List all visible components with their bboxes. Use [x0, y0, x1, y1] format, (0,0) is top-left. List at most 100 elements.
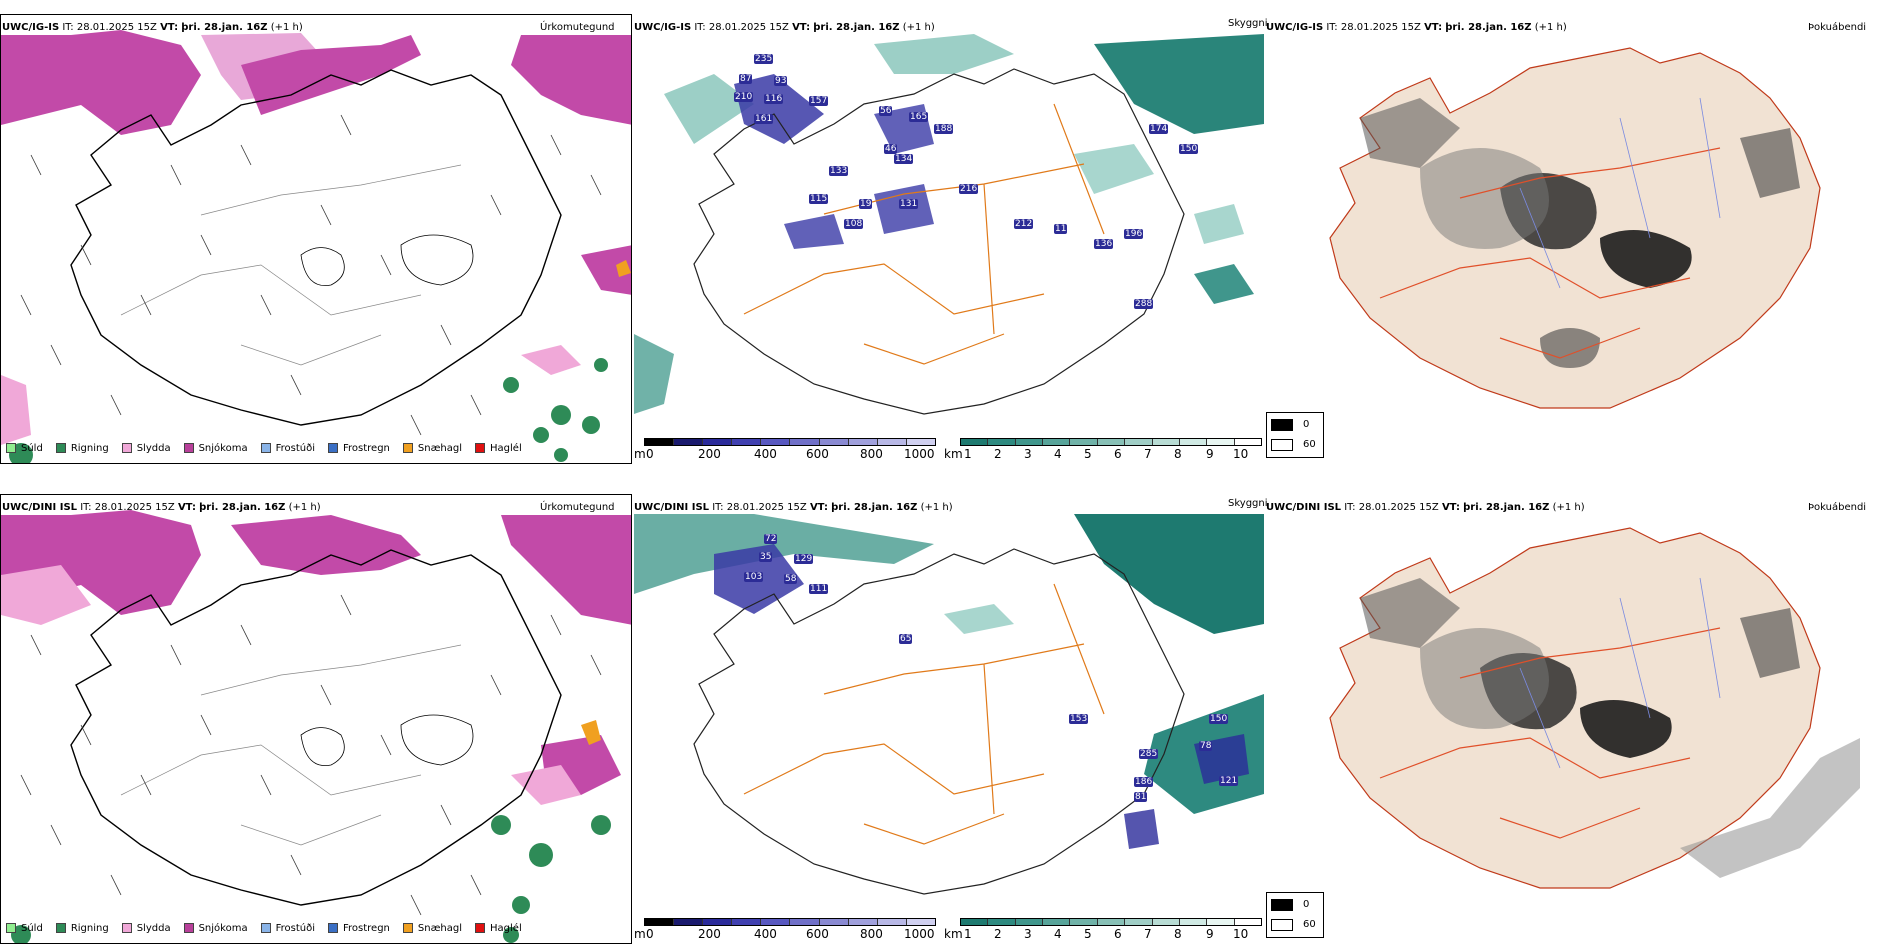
colorbar-segment — [1125, 919, 1153, 925]
cloud-base-label: 121 — [1219, 776, 1239, 786]
fog-grey-area — [1360, 98, 1460, 168]
rain-cell — [11, 925, 31, 943]
cloud-base-label: 153 — [1069, 714, 1089, 724]
legend-item: Frostregn — [328, 923, 390, 934]
colorbar-segment — [732, 919, 762, 925]
precip-map-svg — [1, 510, 631, 943]
low-cloud-area — [734, 74, 824, 144]
legend-item: Súld — [6, 443, 43, 454]
precip-map-svg — [1, 30, 631, 463]
rain-cell — [512, 896, 530, 914]
row-1: UWC/IG-IS IT: 28.01.2025 15Z VT: þri. 28… — [0, 0, 1900, 470]
road-lines — [120, 164, 462, 366]
colorbar-segment — [819, 439, 849, 445]
road-lines — [120, 644, 462, 846]
colorbar-segment — [1234, 919, 1261, 925]
cloud-base-label: 58 — [784, 574, 798, 584]
colorbar-segment — [1015, 919, 1044, 925]
fog-legend-row2: 0 60 — [1266, 892, 1324, 938]
colorbar-segment — [848, 919, 878, 925]
fog-grey-area — [1360, 578, 1460, 648]
colorbar-segment — [1070, 919, 1098, 925]
cloud-base-label: 174 — [1149, 124, 1169, 134]
road-lines — [743, 583, 1105, 845]
cloud-base-ticks-row1: m 0 200 400 600 800 1000 — [634, 447, 935, 461]
fog-map-svg — [1329, 527, 1860, 889]
fog-swatch-high — [1271, 899, 1293, 911]
river-lines — [1519, 97, 1721, 289]
visibility-colorbar-row1 — [960, 438, 1262, 446]
legend-item: Frostúði — [260, 443, 315, 454]
legend-item: Snjókoma — [183, 443, 248, 454]
cloud-base-label: 285 — [1139, 749, 1159, 759]
low-visibility-area — [1194, 204, 1244, 244]
cloud-base-label: 161 — [754, 114, 774, 124]
colorbar-segment — [1125, 439, 1153, 445]
legend-item: Súld — [6, 923, 43, 934]
legend-swatch — [55, 923, 66, 933]
legend-swatch — [183, 443, 194, 453]
precip-legend-row1: Súld Rigning Slydda Snjókoma Frostúði Fr… — [6, 441, 535, 455]
rain-cell — [491, 815, 511, 835]
colorbar-segment — [961, 919, 989, 925]
map-fog-row2[interactable] — [1300, 518, 1860, 938]
legend-swatch — [260, 923, 271, 933]
snow-area — [501, 515, 631, 625]
iceland-land — [1329, 527, 1821, 889]
legend-swatch — [328, 443, 338, 453]
header-visibility-row2: UWC/DINI ISL IT: 28.01.2025 15Z VT: þri.… — [634, 502, 953, 513]
legend-item: Slydda — [121, 443, 171, 454]
cloud-base-label: 150 — [1179, 144, 1199, 154]
rain-cell — [503, 927, 519, 943]
legend-swatch — [6, 443, 16, 453]
low-visibility-area — [1074, 144, 1154, 194]
title-visibility-row1: Skyggni — [1228, 18, 1268, 29]
low-visibility-area — [1074, 514, 1264, 634]
map-fog-row1[interactable] — [1300, 38, 1860, 458]
iceland-outline — [693, 68, 1185, 415]
colorbar-segment — [703, 919, 733, 925]
low-visibility-area — [664, 74, 754, 144]
colorbar-segment — [732, 439, 762, 445]
fog-swatch-high — [1271, 419, 1293, 431]
colorbar-segment — [674, 919, 704, 925]
cloud-base-colorbar-row1 — [644, 438, 936, 446]
colorbar-segment — [1179, 439, 1208, 445]
cloud-base-label: 133 — [829, 166, 849, 176]
legend-swatch — [121, 443, 132, 453]
visibility-ticks-row2: km 1 2 3 4 5 6 7 8 9 10 — [944, 927, 1249, 941]
colorbar-segment — [877, 439, 907, 445]
header-precip-row2: UWC/DINI ISL IT: 28.01.2025 15Z VT: þri.… — [2, 502, 321, 513]
title-fog-row1: Þokuábendi — [1808, 22, 1867, 33]
cloud-base-label: 150 — [1209, 714, 1229, 724]
header-fog-row2: UWC/DINI ISL IT: 28.01.2025 15Z VT: þri.… — [1266, 502, 1585, 513]
cloud-base-label: 19 — [859, 199, 873, 209]
cloud-base-label: 65 — [899, 634, 913, 644]
cloud-base-label: 134 — [894, 154, 914, 164]
colorbar-segment — [1070, 439, 1098, 445]
colorbar-segment — [1043, 919, 1071, 925]
colorbar-segment — [1152, 439, 1180, 445]
hail-area — [616, 260, 631, 277]
snow-area — [231, 515, 421, 575]
map-precip-row1[interactable] — [0, 14, 632, 464]
cloud-base-colorbar-row2 — [644, 918, 936, 926]
low-visibility-area — [944, 604, 1014, 634]
cloud-base-label: 116 — [764, 94, 784, 104]
cloud-base-label: 11 — [1054, 224, 1068, 234]
wind-barbs — [20, 114, 602, 436]
map-visibility-row2[interactable]: 72 35 129 103 58 111 65 153 285 78 150 186 81 121 — [634, 514, 1264, 914]
road-lines — [743, 103, 1105, 365]
fog-grey-area — [1680, 738, 1860, 878]
low-visibility-area — [634, 514, 934, 594]
map-precip-row2[interactable] — [0, 494, 632, 944]
rain-cell — [582, 416, 600, 434]
cloud-base-label: 165 — [909, 112, 929, 122]
cloud-base-label: 210 — [734, 92, 754, 102]
legend-swatch — [183, 923, 194, 933]
iceland-outline — [70, 69, 562, 426]
map-visibility-row1[interactable]: 235 87 93 157 210 116 161 56 165 188 46 134 133 19 115… — [634, 34, 1264, 434]
cloud-base-label: 115 — [809, 194, 829, 204]
colorbar-segment — [1152, 919, 1180, 925]
hail-area — [581, 720, 601, 745]
